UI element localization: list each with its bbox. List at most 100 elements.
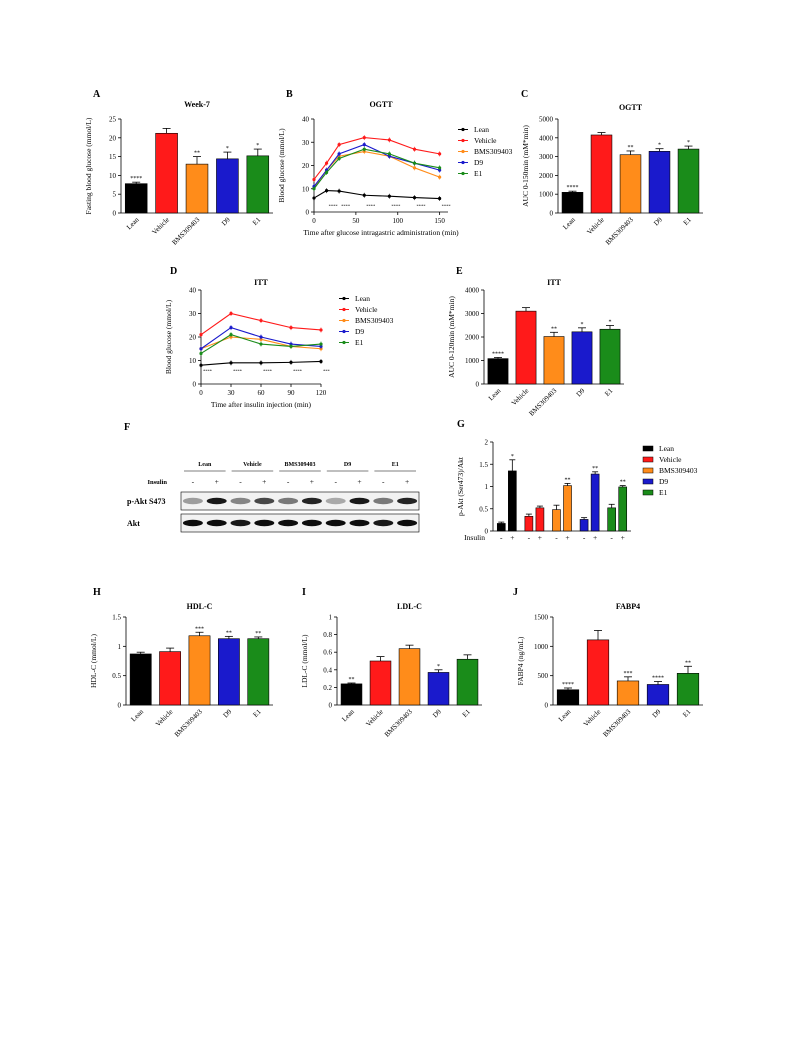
panel-letter: A [93, 89, 101, 100]
bar-bms309403 [543, 336, 565, 385]
x-tick-label: + [510, 533, 514, 542]
y-tick-label: 4000 [465, 287, 480, 295]
chart-I: I LDL-C 0 0.2 0.4 0.6 0.8 1 LDL-C (mmol/L) ** Lean… [300, 587, 482, 739]
bar-bms309403 [563, 485, 572, 532]
blot-band [349, 497, 370, 505]
chart-C: C OGTT 0 1000 2000 3000 4000 5000 AUC 0-150min (… [521, 89, 703, 247]
data-point [199, 351, 203, 356]
significance-label: * [511, 454, 514, 460]
significance-label: **** [329, 203, 339, 208]
y-axis-label: AUC 0-120min (mM*min) [447, 296, 456, 378]
data-point [324, 161, 329, 165]
y-tick-label: 0.6 [323, 649, 332, 657]
x-tick-label: E1 [682, 215, 694, 227]
data-point [319, 342, 323, 346]
insulin-mark: - [192, 477, 195, 486]
bar-bms309403 [185, 163, 209, 214]
x-tick-label: Vehicle [510, 387, 531, 408]
blot-band [254, 497, 275, 505]
bar-e1 [618, 486, 628, 532]
x-tick-label: 100 [393, 217, 404, 225]
bar-d9 [571, 331, 593, 385]
x-tick-label: Lean [125, 215, 141, 231]
y-tick-label: 2000 [539, 172, 554, 180]
legend-marker [461, 138, 465, 143]
bar-vehicle [586, 639, 610, 706]
data-point [199, 363, 203, 367]
chart-H: H HDL-C 0 0.5 1 1.5 HDL-C (mmol/L) Lean Vehicle *… [89, 587, 273, 739]
y-tick-label: 0.4 [323, 666, 332, 674]
bar-e1 [247, 638, 270, 706]
significance-label: **** [366, 203, 376, 208]
y-tick-label: 2 [485, 439, 489, 447]
bar-e1 [676, 673, 700, 706]
data-point [362, 147, 366, 151]
blot-band [182, 497, 203, 505]
chart-title: ITT [547, 278, 561, 287]
bar-d9 [427, 672, 450, 706]
legend-marker [342, 318, 346, 323]
blot-band [301, 497, 322, 505]
data-point [319, 328, 323, 332]
y-tick-label: 1 [485, 483, 489, 491]
y-tick-label: 0.5 [479, 505, 488, 513]
blot-band [397, 519, 418, 527]
x-tick-label: - [528, 533, 531, 542]
data-point [412, 195, 417, 200]
data-point [387, 194, 391, 198]
blot-band [349, 519, 370, 527]
data-point [259, 342, 263, 346]
bar-vehicle [159, 651, 181, 706]
significance-label: **** [391, 203, 401, 208]
y-tick-label: 30 [189, 310, 197, 318]
blot-band [373, 519, 394, 527]
y-tick-label: 0 [118, 702, 122, 710]
data-point [312, 177, 316, 182]
x-tick-label: D9 [431, 707, 443, 719]
x-tick-label: 0 [312, 217, 316, 225]
x-tick-label: 120 [316, 389, 327, 397]
y-tick-label: 20 [189, 334, 197, 342]
chart-title: OGTT [369, 100, 393, 109]
x-tick-label: Lean [561, 215, 577, 231]
bar-lean [556, 689, 580, 706]
y-tick-label: 0 [306, 209, 310, 217]
data-point [337, 156, 341, 161]
blot-band [206, 519, 227, 527]
data-point [289, 326, 293, 330]
data-point [199, 333, 203, 337]
y-tick-label: 5 [113, 191, 117, 199]
x-tick-label: + [538, 533, 542, 542]
bar-d9 [646, 684, 670, 706]
x-tick-label: E1 [681, 707, 693, 719]
blot-band [278, 519, 299, 527]
data-point [229, 326, 233, 330]
blot-group-label: E1 [392, 462, 399, 468]
y-tick-label: 0 [113, 210, 117, 218]
legend-label: Lean [659, 444, 674, 453]
x-tick-label: Lean [340, 707, 356, 723]
x-tick-label: 60 [258, 389, 266, 397]
bar-bms309403 [188, 635, 211, 706]
data-point [312, 187, 316, 191]
data-point [412, 166, 417, 170]
x-tick-label: 90 [288, 389, 296, 397]
significance-label: **** [263, 368, 273, 373]
series-line-e1 [313, 148, 440, 190]
blot-frame [180, 513, 420, 533]
blot-group-label: Lean [198, 462, 212, 468]
x-tick-label: E1 [603, 386, 615, 398]
bar-e1 [456, 658, 479, 706]
data-point [438, 166, 442, 170]
data-point [412, 161, 417, 165]
y-tick-label: 1000 [539, 191, 554, 199]
blot-band [254, 519, 275, 527]
data-point [229, 333, 233, 337]
significance-label: * [256, 143, 259, 149]
x-tick-label: 150 [434, 217, 445, 225]
significance-label: *** [195, 626, 204, 632]
data-point [337, 142, 341, 147]
legend-swatch [642, 489, 654, 496]
y-tick-label: 0 [476, 381, 480, 389]
y-tick-label: 1000 [534, 643, 549, 651]
